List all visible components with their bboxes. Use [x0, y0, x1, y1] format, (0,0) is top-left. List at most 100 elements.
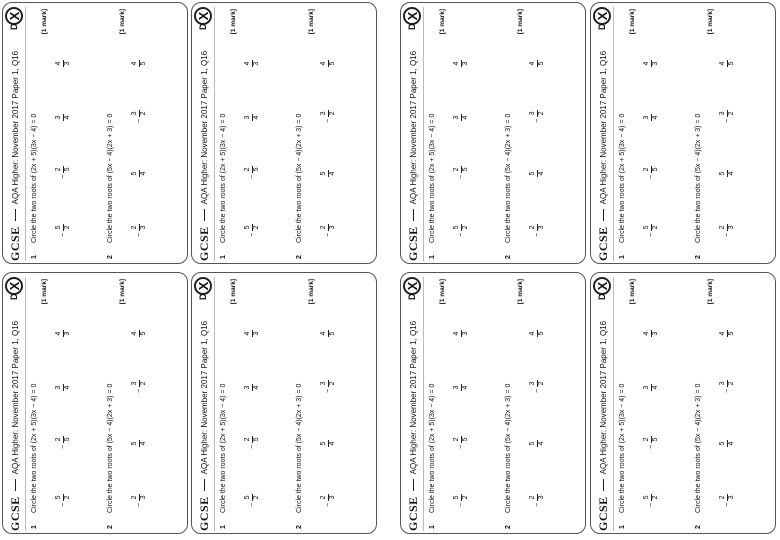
gcse-brand: GCSE	[7, 496, 22, 531]
header-dash	[203, 209, 205, 222]
question-text: Circle the two roots of (2x + 5)(3x − 4)…	[220, 383, 227, 513]
option-denominator: 5	[462, 437, 469, 442]
option-numerator: 5	[643, 225, 650, 230]
option-numerator: 5	[719, 441, 726, 446]
card-header: GCSE AQA Higher: November 2017 Paper 1, …	[7, 321, 23, 531]
question-number: 2	[505, 255, 512, 259]
logo-letter: X	[594, 281, 610, 291]
option-numerator: 4	[320, 61, 327, 66]
option-sign: −	[60, 444, 67, 449]
option-sign: −	[534, 118, 541, 123]
card-content: GCSE AQA Higher: November 2017 Paper 1, …	[591, 3, 775, 263]
option-denominator: 2	[329, 381, 336, 386]
option-numerator: 2	[453, 167, 460, 172]
option-denominator: 5	[64, 437, 71, 442]
option-numerator: 2	[529, 225, 536, 230]
option-numerator: 3	[244, 115, 251, 120]
option-denominator: 3	[140, 495, 147, 500]
option-denominator: 2	[64, 495, 71, 500]
mark-label: [1 mark]	[707, 9, 714, 35]
option-numerator: 4	[643, 61, 650, 66]
option-denominator: 3	[140, 225, 147, 230]
option-sign: −	[724, 388, 731, 393]
question-number: 2	[296, 525, 303, 529]
option-numerator: 5	[643, 495, 650, 500]
option-sign: −	[724, 118, 731, 123]
option-denominator: 2	[64, 225, 71, 230]
option-denominator: 4	[64, 385, 71, 390]
option-numerator: 2	[643, 167, 650, 172]
option-numerator: 2	[55, 167, 62, 172]
header-rule	[423, 277, 424, 531]
option-denominator: 5	[538, 331, 545, 336]
option-numerator: 2	[320, 495, 327, 500]
option-numerator: 2	[244, 167, 251, 172]
header-rule	[214, 277, 215, 531]
